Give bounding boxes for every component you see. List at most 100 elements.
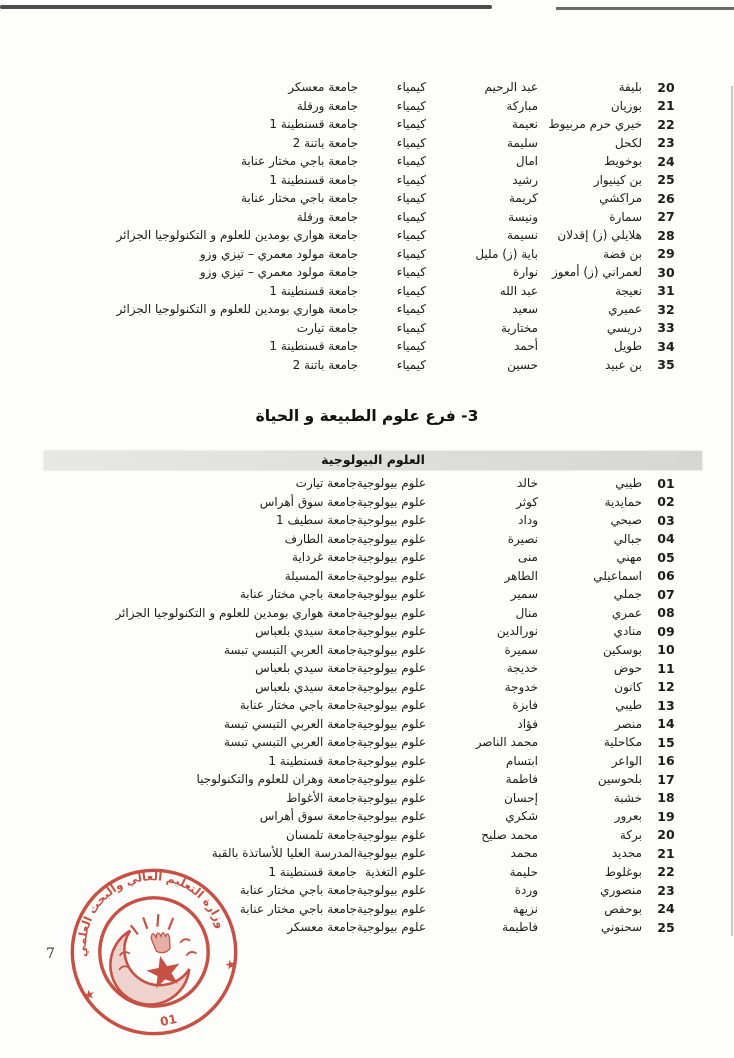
table-row: 31 نعيجة عبد الله كيمياء جامعة قسنطينة 1 <box>45 282 690 301</box>
table-row: 05 مهني منى علوم بيولوجية جامعة غرداية <box>44 548 690 567</box>
table-row: 35 بن عبيد حسين كيمياء جامعة باتنة 2 <box>45 356 690 375</box>
table-row: 03 صبحي وداد علوم بيولوجية جامعة سطيف 1 <box>44 511 690 530</box>
row-number: 24 <box>657 901 675 917</box>
table-row: 07 جملي سمير علوم بيولوجية جامعة باجي مخ… <box>44 585 690 604</box>
university-cell: جامعة باجي مختار عنابة <box>239 901 357 916</box>
subject-cell: علوم بيولوجية <box>356 790 426 805</box>
table-row: 30 لعمراني (ز) أمعوز نوارة كيمياء جامعة … <box>45 263 690 282</box>
subject-cell: كيمياء <box>396 265 426 280</box>
row-number: 14 <box>657 716 675 732</box>
last-name-cell: مراكشي <box>599 191 642 206</box>
table-row: 01 طيبي خالد علوم بيولوجية جامعة تيارت <box>44 474 690 493</box>
university-cell: جامعة قسنطينة 1 <box>268 753 357 768</box>
first-name-cell: خدوجة <box>504 679 538 694</box>
university-cell: المدرسة العليا للأساتذة بالقبة <box>211 846 357 861</box>
row-number: 28 <box>657 227 675 243</box>
university-cell: جامعة قسنطينة 1 <box>268 864 357 879</box>
table-row: 23 منصوري وردة علوم بيولوجية جامعة باجي … <box>44 881 690 900</box>
first-name-cell: محمد <box>510 846 538 861</box>
row-number: 34 <box>657 338 675 354</box>
row-number: 11 <box>657 660 675 676</box>
last-name-cell: الواعر <box>611 753 642 768</box>
subject-cell: كيمياء <box>396 80 426 95</box>
row-number: 02 <box>657 494 675 510</box>
first-name-cell: باية (ز) مليل <box>475 246 538 261</box>
last-name-cell: محديد <box>611 846 642 861</box>
table-row: 28 هلايلي (ز) إقدلان نسيمة كيمياء جامعة … <box>45 226 690 245</box>
subject-cell: علوم بيولوجية <box>356 679 426 694</box>
last-name-cell: بوحفص <box>604 901 642 916</box>
last-name-cell: بوغلوط <box>604 864 642 879</box>
first-name-cell: منى <box>517 550 538 565</box>
university-cell: جامعة ورقلة <box>296 209 358 224</box>
subject-cell: علوم بيولوجية <box>356 698 426 713</box>
row-number: 23 <box>657 882 675 898</box>
subject-cell: علوم بيولوجية <box>356 605 426 620</box>
row-number: 07 <box>657 586 675 602</box>
last-name-cell: بوزيان <box>610 98 642 113</box>
section-heading: 3- فرع علوم الطبيعة و الحياة <box>255 407 479 425</box>
row-number: 33 <box>657 320 675 336</box>
university-cell: جامعة باتنة 2 <box>292 357 358 372</box>
last-name-cell: بوخويط <box>604 154 642 169</box>
subject-cell: علوم بيولوجية <box>356 901 426 916</box>
university-cell: جامعة سوق أهراس <box>259 494 357 509</box>
subject-cell: علوم بيولوجية <box>356 624 426 639</box>
university-cell: جامعة العربي التبسي تبسة <box>223 642 357 657</box>
table-row: 21 محديد محمد علوم بيولوجية المدرسة العل… <box>44 844 690 863</box>
first-name-cell: ابتسام <box>505 753 538 768</box>
subject-cell: علوم بيولوجية <box>356 827 426 842</box>
subject-cell: كيمياء <box>396 246 426 261</box>
row-number: 10 <box>657 642 675 658</box>
chemistry-candidates-table: 20 بليفة عبد الرحيم كيمياء جامعة معسكر 2… <box>45 78 690 374</box>
subject-cell: كيمياء <box>396 320 426 335</box>
table-row: 27 سمارة ونيسة كيمياء جامعة ورقلة <box>45 208 690 227</box>
table-row: 22 خيري حرم مربيوط نعيمة كيمياء جامعة قس… <box>45 115 690 134</box>
subject-cell: كيمياء <box>396 228 426 243</box>
first-name-cell: الطاهر <box>504 568 538 583</box>
first-name-cell: نوارة <box>513 265 538 280</box>
table-row: 24 بوخويط امال كيمياء جامعة باجي مختار ع… <box>45 152 690 171</box>
subject-cell: علوم بيولوجية <box>356 772 426 787</box>
university-cell: جامعة سيدي بلعباس <box>255 679 357 694</box>
subject-cell: علوم بيولوجية <box>356 920 426 935</box>
subject-cell: علوم بيولوجية <box>356 550 426 565</box>
row-number: 21 <box>657 98 675 114</box>
subsection-title-band: العلوم البيولوجية <box>44 451 702 470</box>
university-cell: جامعة الأغواط <box>286 790 357 805</box>
university-cell: جامعة العربي التبسي تبسة <box>223 735 357 750</box>
first-name-cell: محمد الناصر <box>475 735 538 750</box>
university-cell: جامعة باتنة 2 <box>292 135 358 150</box>
table-row: 26 مراكشي كريمة كيمياء جامعة باجي مختار … <box>45 189 690 208</box>
university-cell: جامعة الطارف <box>284 531 357 546</box>
university-cell: جامعة قسنطينة 1 <box>269 117 358 132</box>
table-row: 20 بليفة عبد الرحيم كيمياء جامعة معسكر <box>45 78 690 97</box>
university-cell: جامعة مولود معمري – تيزي وزو <box>199 246 358 261</box>
last-name-cell: بن كينيوار <box>593 172 642 187</box>
first-name-cell: ونيسة <box>508 209 538 224</box>
last-name-cell: طويل <box>613 339 642 354</box>
subject-cell: كيمياء <box>396 283 426 298</box>
university-cell: جامعة مولود معمري – تيزي وزو <box>199 265 358 280</box>
table-row: 16 الواعر ابتسام علوم بيولوجية جامعة قسن… <box>44 752 690 771</box>
first-name-cell: سعيد <box>512 302 538 317</box>
university-cell: جامعة المسيلة <box>284 568 357 583</box>
table-row: 18 خشبة إحسان علوم بيولوجية جامعة الأغوا… <box>44 789 690 808</box>
university-cell: جامعة قسنطينة 1 <box>269 172 358 187</box>
table-row: 15 مكاحلية محمد الناصر علوم بيولوجية جام… <box>44 733 690 752</box>
first-name-cell: أحمد <box>514 339 538 354</box>
last-name-cell: لكحل <box>614 135 642 150</box>
last-name-cell: جبالي <box>613 531 642 546</box>
last-name-cell: دريسي <box>606 320 642 335</box>
subject-cell: علوم بيولوجية <box>356 809 426 824</box>
row-number: 20 <box>657 79 675 95</box>
university-cell: جامعة ورقلة <box>296 98 358 113</box>
table-row: 06 اسماعيلي الطاهر علوم بيولوجية جامعة ا… <box>44 567 690 586</box>
first-name-cell: سليمة <box>506 135 538 150</box>
first-name-cell: شكري <box>505 809 538 824</box>
last-name-cell: بوسكين <box>603 642 642 657</box>
scan-edge-right <box>731 86 733 936</box>
row-number: 25 <box>657 919 675 935</box>
university-cell: جامعة معسكر <box>287 920 357 935</box>
table-row: 17 بلحوسين فاطمة علوم بيولوجية جامعة وهر… <box>44 770 690 789</box>
